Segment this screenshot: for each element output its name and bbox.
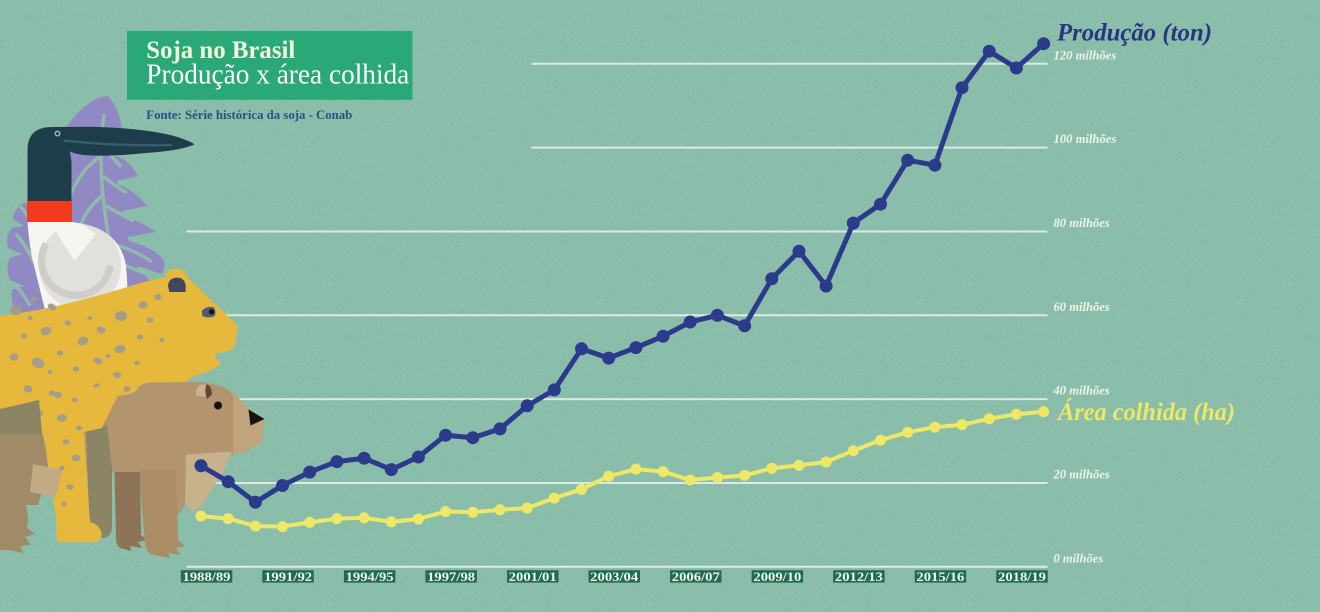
svg-text:1988/89: 1988/89: [183, 569, 232, 584]
svg-text:1994/95: 1994/95: [346, 569, 395, 584]
svg-text:20 milhões: 20 milhões: [1053, 467, 1110, 482]
svg-text:2001/01: 2001/01: [509, 569, 557, 584]
svg-text:0 milhões: 0 milhões: [1054, 550, 1104, 565]
svg-text:1991/92: 1991/92: [264, 569, 312, 584]
svg-text:2006/07: 2006/07: [672, 569, 721, 584]
svg-text:40 milhões: 40 milhões: [1053, 383, 1110, 398]
svg-text:Fonte: Série histórica da soja: Fonte: Série histórica da soja - Conab: [146, 107, 352, 122]
svg-text:80 milhões: 80 milhões: [1054, 215, 1110, 230]
svg-text:Área colhida (ha): Área colhida (ha): [1056, 398, 1235, 426]
svg-text:Produção x área colhida: Produção x área colhida: [146, 60, 409, 91]
svg-text:120 milhões: 120 milhões: [1054, 47, 1117, 62]
svg-text:2003/04: 2003/04: [590, 569, 639, 584]
svg-text:2012/13: 2012/13: [835, 569, 884, 584]
svg-text:100 milhões: 100 milhões: [1054, 131, 1117, 146]
svg-text:60 milhões: 60 milhões: [1054, 299, 1110, 314]
svg-text:2009/10: 2009/10: [753, 569, 801, 584]
svg-text:Produção (ton): Produção (ton): [1056, 20, 1212, 47]
svg-text:1997/98: 1997/98: [427, 569, 476, 584]
svg-text:Soja no Brasil: Soja no Brasil: [146, 35, 295, 64]
svg-text:2015/16: 2015/16: [916, 569, 965, 584]
svg-text:2018/19: 2018/19: [998, 569, 1047, 584]
